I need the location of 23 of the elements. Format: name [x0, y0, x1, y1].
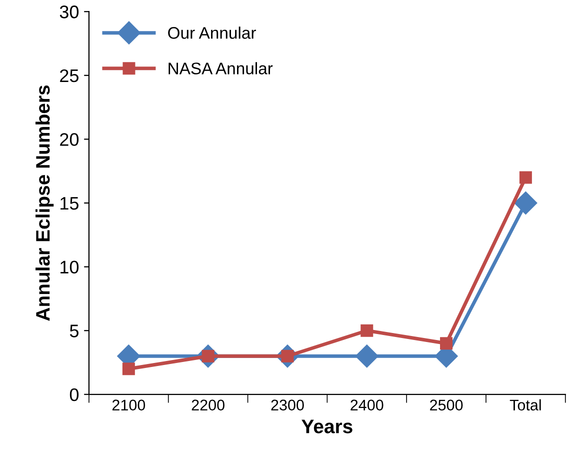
legend-label: NASA Annular	[168, 62, 273, 74]
x-tick-label: 2300	[271, 400, 304, 410]
x-tick-label: 2200	[192, 400, 224, 410]
y-tick-label: 15	[60, 197, 78, 210]
legend-label: Our Annular	[168, 26, 256, 39]
y-tick-label: 20	[60, 133, 79, 146]
y-tick-label: 25	[60, 69, 78, 82]
x-axis-title: Years	[302, 420, 352, 434]
y-tick-label: 5	[70, 324, 78, 338]
point	[514, 192, 538, 214]
point	[519, 171, 532, 184]
x-tick-label: Total	[510, 399, 541, 410]
point	[360, 324, 374, 337]
point	[440, 337, 453, 350]
y-tick-label: 10	[60, 260, 79, 274]
y-tick-label: 0	[70, 388, 79, 402]
y-axis-title: Annular Eclipse Numbers	[35, 85, 54, 321]
point	[122, 362, 135, 376]
y-tick-label: 30	[60, 6, 79, 18]
x-tick-label: 2100	[112, 400, 146, 410]
x-tick-label: 2400	[350, 400, 384, 410]
x-tick-label: 2500	[430, 400, 463, 410]
point	[355, 344, 378, 368]
